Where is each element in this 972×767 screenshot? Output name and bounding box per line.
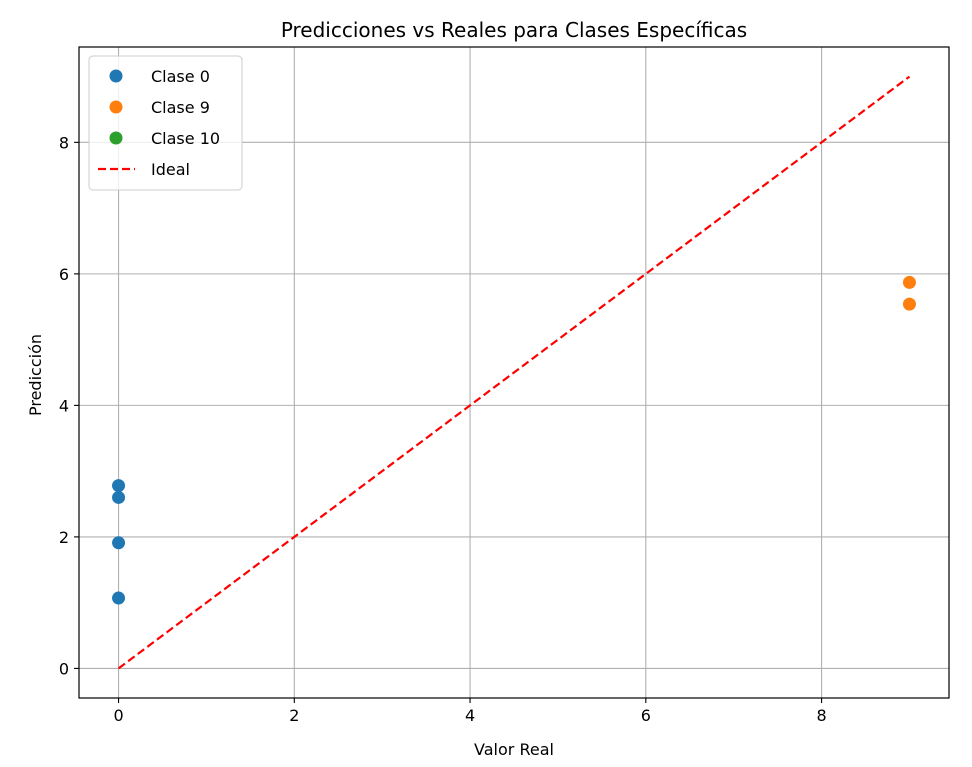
y-tick-label: 8: [59, 133, 69, 152]
ideal-line-group: [117, 75, 911, 670]
grid-lines: [79, 47, 949, 698]
legend-label: Clase 10: [151, 129, 220, 148]
scatter-point-clase-9: [902, 275, 916, 289]
scatter-point-clase-0: [112, 490, 126, 504]
legend-box: [88, 55, 243, 191]
x-tick-label: 2: [289, 706, 299, 725]
legend-label: Clase 9: [151, 98, 210, 117]
y-tick-label: 0: [59, 659, 69, 678]
y-tick-label: 4: [59, 396, 69, 415]
legend: Clase 0 Clase 9 Clase 10 Ideal: [88, 55, 243, 191]
legend-marker: [109, 69, 123, 83]
x-axis-label: Valor Real: [474, 740, 554, 759]
y-axis-ticks: 0 2 4 6 8: [59, 133, 79, 678]
y-tick-label: 2: [59, 528, 69, 547]
x-tick-label: 4: [465, 706, 475, 725]
scatter-point-clase-9: [902, 297, 916, 311]
legend-marker: [109, 100, 123, 114]
scatter-point-clase-0: [112, 479, 126, 493]
y-axis-label: Predicción: [26, 334, 45, 416]
legend-label: Clase 0: [151, 67, 210, 86]
legend-label: Ideal: [151, 160, 190, 179]
x-axis-ticks: 0 2 4 6 8: [113, 698, 827, 725]
y-tick-label: 6: [59, 265, 69, 284]
plot-area-frame: [78, 46, 950, 699]
x-tick-label: 6: [641, 706, 651, 725]
data-points: [112, 275, 916, 605]
chart-title: Predicciones vs Reales para Clases Espec…: [281, 18, 747, 42]
scatter-point-clase-0: [112, 536, 126, 550]
ideal-line: [117, 75, 911, 670]
x-tick-label: 8: [816, 706, 826, 725]
legend-marker: [109, 131, 123, 145]
scatter-point-clase-0: [112, 591, 126, 605]
x-tick-label: 0: [113, 706, 123, 725]
